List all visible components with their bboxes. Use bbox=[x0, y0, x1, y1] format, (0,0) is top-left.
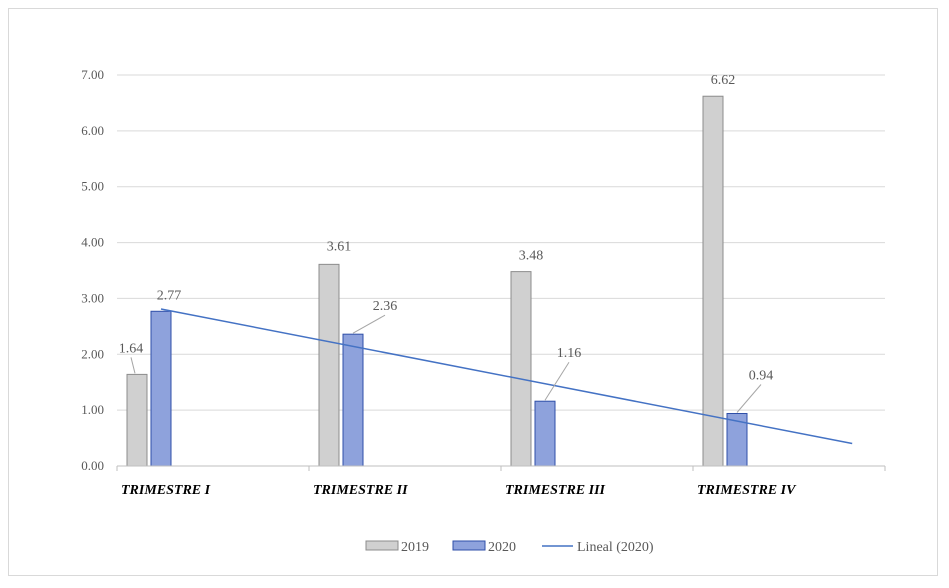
bar-2019-1 bbox=[126, 373, 148, 467]
data-label: 3.61 bbox=[327, 239, 352, 254]
data-labels: 1.64 2.77 3.61 2.36 3.48 1.16 6.62 0.94 bbox=[119, 73, 774, 413]
x-tick-label: TRIMESTRE II bbox=[313, 483, 408, 498]
legend-swatch-2019 bbox=[365, 540, 399, 551]
data-label-leader bbox=[544, 361, 570, 401]
legend-label-2019: 2019 bbox=[401, 540, 429, 555]
data-label-leader bbox=[130, 357, 136, 374]
trendline bbox=[160, 308, 853, 445]
y-tick-label: 6.00 bbox=[81, 123, 104, 138]
data-label: 3.48 bbox=[519, 249, 544, 264]
data-label: 1.64 bbox=[119, 341, 144, 356]
data-label: 1.16 bbox=[557, 346, 582, 361]
data-label: 2.36 bbox=[373, 299, 398, 314]
bar-2020-3 bbox=[534, 400, 556, 467]
y-tick-label: 1.00 bbox=[81, 402, 104, 417]
bar-2020-2 bbox=[342, 333, 364, 467]
bar-2019-2 bbox=[318, 263, 340, 467]
y-axis-ticks: 0.00 1.00 2.00 3.00 4.00 5.00 6.00 7.00 bbox=[81, 67, 104, 473]
bar-2020-1 bbox=[150, 310, 172, 467]
data-label-leader bbox=[736, 384, 762, 413]
data-label: 6.62 bbox=[711, 73, 736, 88]
x-axis: TRIMESTRE I TRIMESTRE II TRIMESTRE III TRIM… bbox=[116, 465, 886, 498]
x-tick-label: TRIMESTRE III bbox=[505, 483, 606, 498]
gridlines bbox=[117, 74, 885, 411]
bar-2019-4 bbox=[702, 95, 724, 467]
chart-area bbox=[8, 8, 938, 576]
y-tick-label: 0.00 bbox=[81, 458, 104, 473]
legend-swatch-2020 bbox=[452, 540, 486, 551]
bar-2019-3 bbox=[510, 271, 532, 467]
data-label: 0.94 bbox=[749, 368, 774, 383]
legend-label-trendline: Lineal (2020) bbox=[577, 540, 654, 555]
x-tick-label: TRIMESTRE I bbox=[121, 483, 211, 498]
y-tick-label: 5.00 bbox=[81, 179, 104, 194]
legend: 2019 2020 Lineal (2020) bbox=[365, 540, 654, 555]
legend-label-2020: 2020 bbox=[488, 540, 516, 555]
y-tick-label: 2.00 bbox=[81, 346, 104, 361]
data-label: 2.77 bbox=[157, 288, 182, 303]
y-tick-label: 7.00 bbox=[81, 67, 104, 82]
bars bbox=[126, 95, 748, 467]
y-tick-label: 4.00 bbox=[81, 235, 104, 250]
trendline-line bbox=[160, 308, 853, 445]
x-tick-label: TRIMESTRE IV bbox=[697, 483, 797, 498]
y-tick-label: 3.00 bbox=[81, 290, 104, 305]
data-label-leader bbox=[352, 314, 386, 334]
